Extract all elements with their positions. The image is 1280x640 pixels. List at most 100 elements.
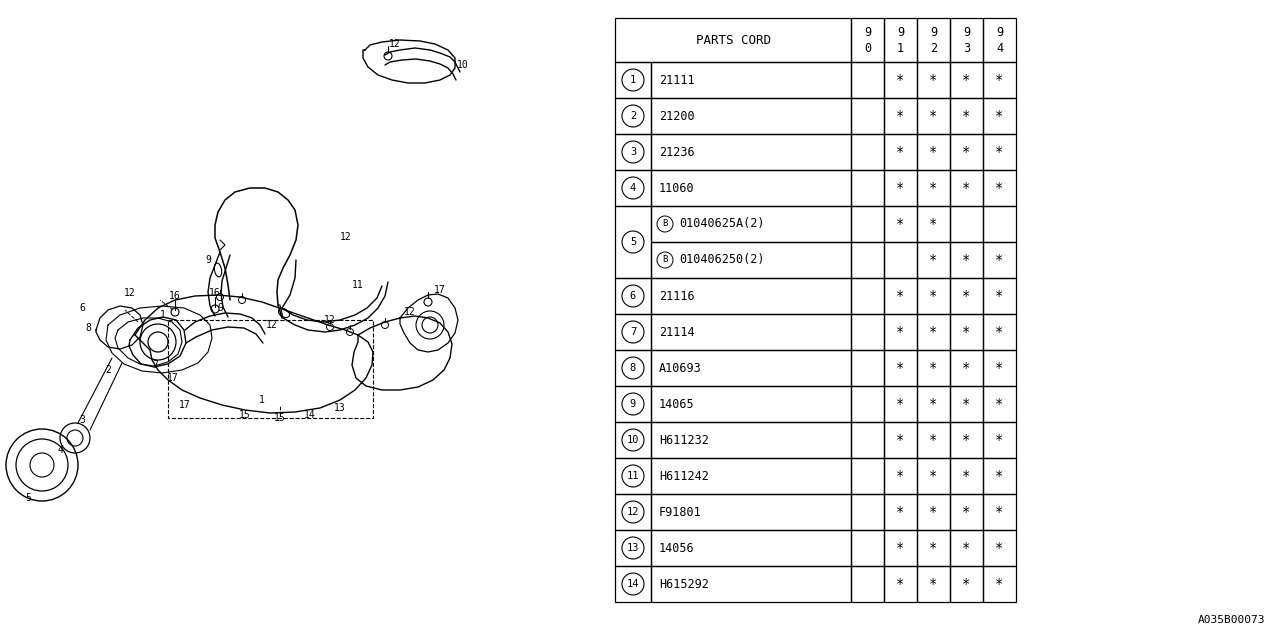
- Text: 1: 1: [259, 395, 265, 405]
- Bar: [652, 98, 851, 134]
- Text: *: *: [963, 397, 970, 411]
- Bar: [614, 494, 652, 530]
- Bar: [884, 314, 916, 350]
- Bar: [916, 134, 950, 170]
- Bar: [652, 458, 851, 494]
- Bar: [652, 530, 851, 566]
- Text: 21116: 21116: [659, 289, 695, 303]
- Bar: [614, 18, 851, 62]
- Text: 3: 3: [630, 147, 636, 157]
- Bar: [983, 242, 1016, 278]
- Text: 16: 16: [169, 291, 180, 301]
- Text: *: *: [896, 217, 905, 231]
- Bar: [851, 18, 884, 62]
- Bar: [652, 422, 851, 458]
- Text: *: *: [996, 577, 1004, 591]
- Bar: [950, 458, 983, 494]
- Bar: [851, 494, 884, 530]
- Bar: [851, 566, 884, 602]
- Bar: [884, 530, 916, 566]
- Bar: [614, 134, 652, 170]
- Bar: [983, 314, 1016, 350]
- Text: *: *: [896, 289, 905, 303]
- Text: 5: 5: [630, 237, 636, 247]
- Bar: [884, 206, 916, 242]
- Text: PARTS CORD: PARTS CORD: [695, 33, 771, 47]
- Bar: [614, 566, 652, 602]
- Text: *: *: [996, 325, 1004, 339]
- Bar: [916, 314, 950, 350]
- Bar: [916, 242, 950, 278]
- Text: A10693: A10693: [659, 362, 701, 374]
- Text: *: *: [929, 217, 938, 231]
- Text: *: *: [896, 397, 905, 411]
- Text: 12: 12: [324, 315, 335, 325]
- Text: B: B: [662, 255, 668, 264]
- Bar: [983, 350, 1016, 386]
- Text: *: *: [929, 109, 938, 123]
- Text: *: *: [929, 253, 938, 267]
- Text: 2: 2: [105, 365, 111, 375]
- Bar: [950, 98, 983, 134]
- Bar: [950, 566, 983, 602]
- Text: *: *: [896, 541, 905, 555]
- Bar: [614, 170, 652, 206]
- Text: 21111: 21111: [659, 74, 695, 86]
- Text: 13: 13: [334, 403, 346, 413]
- Bar: [983, 386, 1016, 422]
- Text: 5: 5: [26, 493, 31, 503]
- Bar: [950, 350, 983, 386]
- Text: 2: 2: [630, 111, 636, 121]
- Bar: [950, 134, 983, 170]
- Bar: [652, 314, 851, 350]
- Text: 7: 7: [630, 327, 636, 337]
- Bar: [983, 206, 1016, 242]
- Bar: [950, 18, 983, 62]
- Text: *: *: [896, 433, 905, 447]
- Bar: [983, 530, 1016, 566]
- Text: *: *: [963, 541, 970, 555]
- Bar: [168, 320, 372, 418]
- Text: 9: 9: [864, 26, 872, 38]
- Bar: [614, 98, 652, 134]
- Bar: [884, 134, 916, 170]
- Bar: [652, 350, 851, 386]
- Bar: [652, 566, 851, 602]
- Bar: [851, 386, 884, 422]
- Text: *: *: [896, 181, 905, 195]
- Text: *: *: [963, 253, 970, 267]
- Bar: [851, 350, 884, 386]
- Text: *: *: [996, 433, 1004, 447]
- Bar: [614, 386, 652, 422]
- Bar: [983, 134, 1016, 170]
- Text: 17: 17: [179, 400, 191, 410]
- Bar: [851, 170, 884, 206]
- Text: 9: 9: [897, 26, 904, 38]
- Text: *: *: [963, 181, 970, 195]
- Bar: [983, 494, 1016, 530]
- Bar: [916, 62, 950, 98]
- Text: 12: 12: [340, 232, 352, 242]
- Text: *: *: [996, 289, 1004, 303]
- Text: 9: 9: [630, 399, 636, 409]
- Bar: [983, 566, 1016, 602]
- Text: 12: 12: [124, 288, 136, 298]
- Bar: [983, 62, 1016, 98]
- Text: H611242: H611242: [659, 470, 709, 483]
- Bar: [916, 566, 950, 602]
- Text: 7: 7: [152, 360, 157, 370]
- Text: H611232: H611232: [659, 433, 709, 447]
- Bar: [983, 458, 1016, 494]
- Text: 16: 16: [209, 288, 221, 298]
- Bar: [652, 242, 851, 278]
- Text: 1: 1: [160, 310, 166, 320]
- Bar: [950, 278, 983, 314]
- Bar: [884, 278, 916, 314]
- Text: H615292: H615292: [659, 577, 709, 591]
- Bar: [983, 422, 1016, 458]
- Bar: [652, 278, 851, 314]
- Text: *: *: [929, 577, 938, 591]
- Text: *: *: [929, 541, 938, 555]
- Text: 3: 3: [963, 42, 970, 55]
- Bar: [851, 98, 884, 134]
